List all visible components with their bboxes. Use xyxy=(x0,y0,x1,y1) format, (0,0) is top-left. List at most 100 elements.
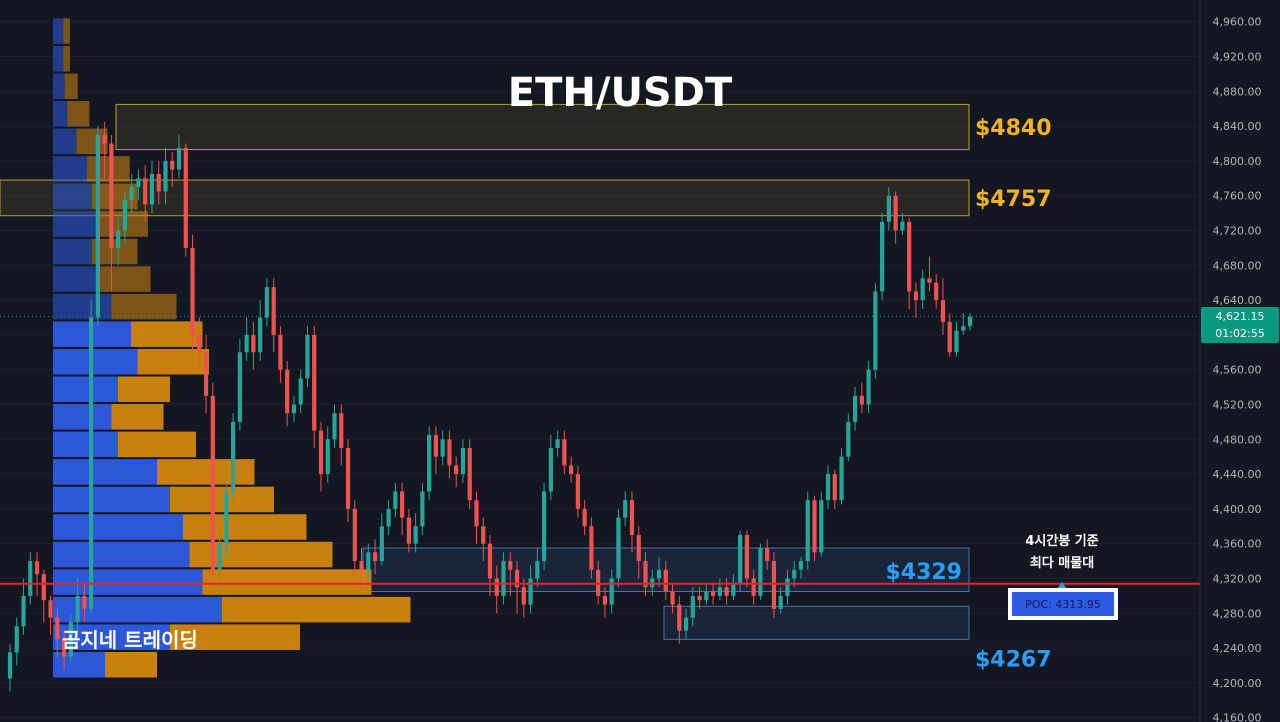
price-axis: 4,160.00 4,200.00 4,240.00 4,280.00 4,320.00… xyxy=(1199,0,1262,722)
candle-body xyxy=(521,587,526,605)
volume-profile-sell-bar xyxy=(64,73,78,100)
volume-profile-buy-bar xyxy=(53,73,65,100)
volume-profile-sell-bar xyxy=(111,404,164,430)
candle-body xyxy=(778,595,783,609)
candle-body xyxy=(846,421,851,457)
candle-body xyxy=(907,221,912,292)
candle-body xyxy=(28,561,33,596)
chart-title: ETH/USDT xyxy=(508,70,733,116)
candle-body xyxy=(487,543,493,579)
candle-body xyxy=(237,352,242,422)
candle-body xyxy=(210,395,215,570)
volume-profile-buy-bar xyxy=(53,514,183,540)
candle-body xyxy=(271,287,276,335)
candle-body xyxy=(400,491,405,518)
volume-profile-buy-bar xyxy=(53,293,112,320)
candle-body xyxy=(832,474,837,501)
candle-body xyxy=(555,439,560,448)
candle-body xyxy=(386,508,391,527)
candle-body xyxy=(839,456,844,501)
candle-body xyxy=(805,500,810,562)
y-tick-label: 4,520.00 xyxy=(1213,398,1262,411)
candle-body xyxy=(75,595,80,622)
candle-body xyxy=(927,278,932,283)
volume-profile-buy-bar xyxy=(53,348,138,375)
candle-body xyxy=(920,278,925,301)
candle-body xyxy=(731,582,736,596)
candle-body xyxy=(481,526,486,544)
candle-body xyxy=(447,439,452,466)
candle-body xyxy=(467,447,472,501)
candle-body xyxy=(616,517,621,579)
candle-body xyxy=(454,465,459,475)
candle-body xyxy=(440,439,445,457)
volume-profile-buy-bar xyxy=(53,376,118,403)
volume-profile-buy-bar xyxy=(53,211,96,237)
volume-profile-sell-bar xyxy=(202,569,372,595)
watermark-text: 곰지네 트레이딩 xyxy=(62,628,198,652)
volume-profile-sell-bar xyxy=(170,486,274,513)
candle-body xyxy=(359,561,364,570)
candle-body xyxy=(251,334,256,353)
candle-body xyxy=(41,574,46,601)
y-tick-label: 4,160.00 xyxy=(1213,712,1262,722)
volume-profile-sell-bar xyxy=(86,156,130,182)
candle-body xyxy=(940,300,946,322)
candle-body xyxy=(880,221,885,292)
candle-body xyxy=(420,491,425,527)
candle-body xyxy=(913,291,919,301)
candle-body xyxy=(514,569,520,588)
volume-profile-buy-bar xyxy=(53,486,170,513)
candle-body xyxy=(541,491,547,562)
candle-body xyxy=(312,334,317,431)
candle-body xyxy=(967,316,973,327)
candle-body xyxy=(291,404,297,414)
y-tick-label: 4,280.00 xyxy=(1213,607,1262,620)
candle-body xyxy=(508,561,513,570)
candle-body xyxy=(569,465,574,475)
volume-profile-sell-bar xyxy=(111,293,177,320)
candle-body xyxy=(14,626,19,653)
volume-profile-buy-bar xyxy=(53,596,222,623)
candle-body xyxy=(366,552,371,570)
zone-box-resistance xyxy=(0,179,970,217)
candle-body xyxy=(548,447,553,492)
candle-body xyxy=(136,178,141,188)
volume-profile-buy-bar xyxy=(53,156,87,182)
volume-profile-buy-bar xyxy=(53,569,203,595)
poc-badge[interactable]: POC: 4313.95 xyxy=(1008,588,1118,620)
candle-body xyxy=(724,587,729,596)
candle-body xyxy=(197,334,202,353)
volume-profile-sell-bar xyxy=(222,596,411,623)
candle-body xyxy=(61,639,67,657)
candle-body xyxy=(623,500,628,518)
candle-body xyxy=(934,282,939,301)
candle-body xyxy=(258,317,263,353)
y-tick-label: 4,240.00 xyxy=(1213,642,1262,655)
volume-profile-buy-bar xyxy=(53,541,190,568)
y-tick-label: 4,840.00 xyxy=(1213,120,1262,133)
candle-body xyxy=(264,287,269,318)
last-price-value: 4,621.15 xyxy=(1216,310,1265,323)
candle-body xyxy=(873,291,878,370)
y-tick-label: 4,720.00 xyxy=(1213,225,1262,238)
volume-profile-buy-bar xyxy=(53,266,99,292)
candle-body xyxy=(900,221,905,231)
volume-profile-sell-bar xyxy=(98,266,151,292)
candle-body xyxy=(609,578,614,605)
candle-body xyxy=(825,474,831,501)
candle-body xyxy=(494,578,499,596)
volume-profile-buy-bar xyxy=(53,18,64,44)
candle-body xyxy=(163,160,168,192)
candle-body xyxy=(406,517,411,544)
zone-labels: $4840 $4757 $4329 $4267 xyxy=(885,116,1051,672)
candle-body xyxy=(535,561,540,579)
y-tick-label: 4,200.00 xyxy=(1213,677,1262,690)
candle-body xyxy=(947,321,952,353)
volume-profile-buy-bar xyxy=(53,45,64,72)
candle-body xyxy=(751,578,756,596)
candle-body xyxy=(961,326,966,331)
candle-body xyxy=(156,173,161,192)
